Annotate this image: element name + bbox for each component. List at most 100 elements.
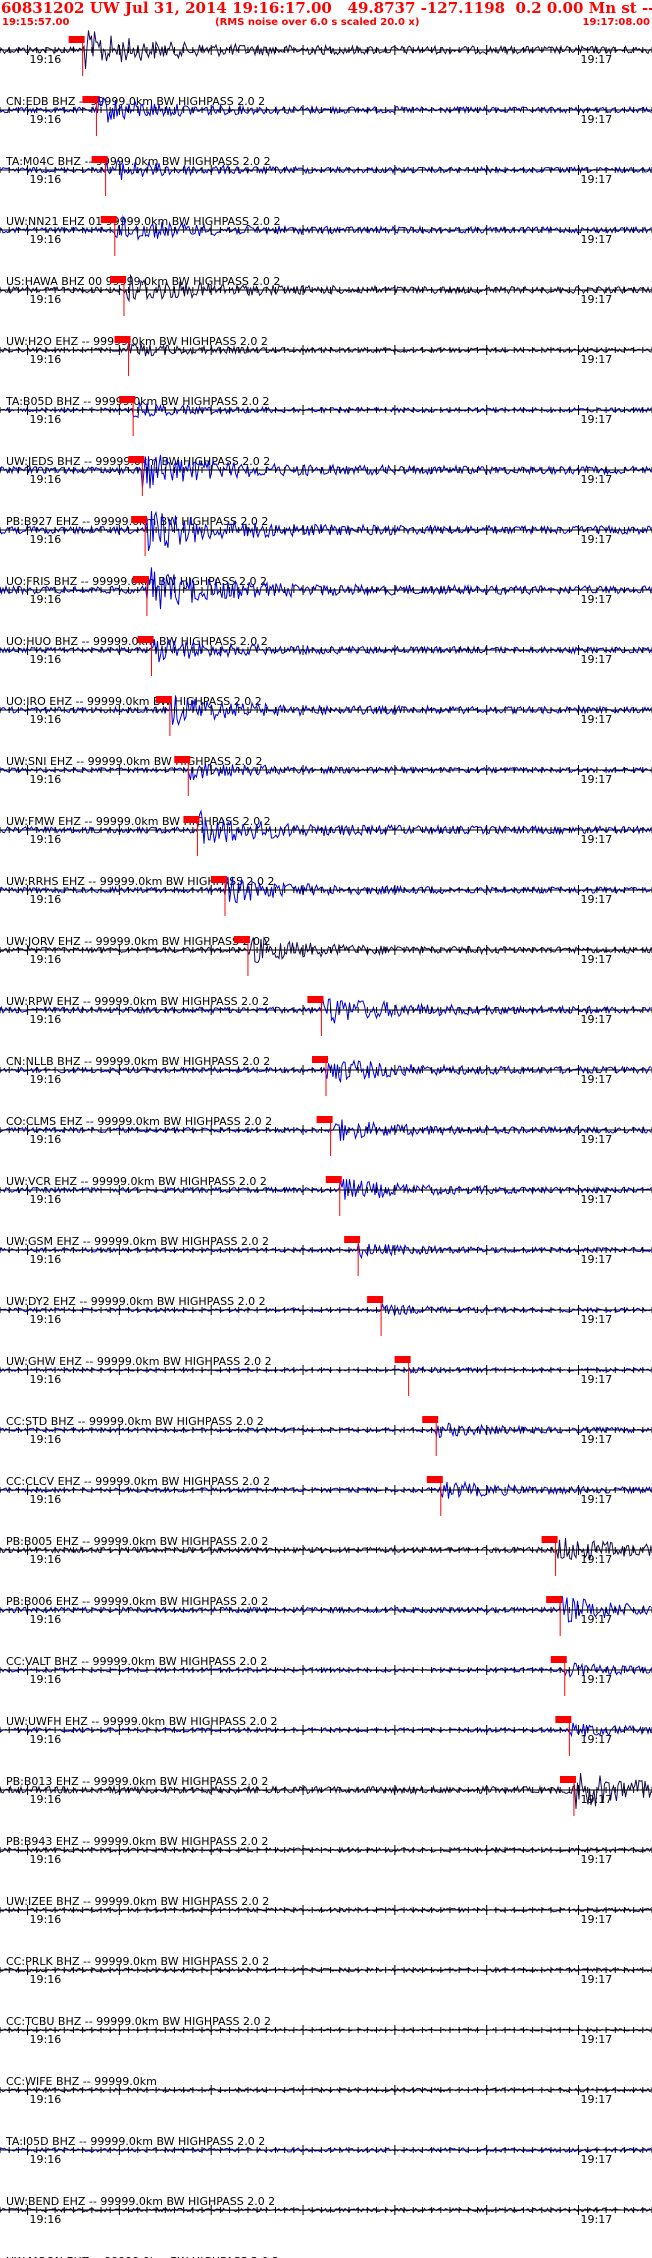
minute-label: 19:16 xyxy=(30,1013,62,1026)
waveform-trace xyxy=(0,567,652,610)
minute-label: 19:17 xyxy=(581,953,613,966)
station-label: UW:JORV EHZ -- 99999.0km BW HIGHPASS 2.0… xyxy=(6,935,270,948)
station-label: UW:NN21 EHZ 01 99999.0km BW HIGHPASS 2.0… xyxy=(6,215,281,228)
pick-marker xyxy=(82,96,99,103)
minute-label: 19:16 xyxy=(30,113,62,126)
pick-marker xyxy=(233,936,250,943)
minute-label: 19:16 xyxy=(30,1133,62,1146)
waveform-trace xyxy=(0,2146,652,2153)
waveform-trace xyxy=(0,809,652,844)
minute-label: 19:17 xyxy=(581,653,613,666)
station-label: UW:GHW EHZ -- 99999.0km BW HIGHPASS 2.0 … xyxy=(6,1355,272,1368)
minute-label: 19:17 xyxy=(581,533,613,546)
waveform-trace xyxy=(0,1722,652,1738)
pick-marker xyxy=(91,156,108,163)
minute-label: 19:16 xyxy=(30,53,62,66)
station-label: CC:PRLK BHZ -- 99999.0km BW HIGHPASS 2.0… xyxy=(6,1955,269,1968)
station-label: CC:STD BHZ -- 99999.0km BW HIGHPASS 2.0 … xyxy=(6,1415,264,1428)
minute-label: 19:17 xyxy=(581,1133,613,1146)
station-label: UW:VCR EHZ -- 99999.0km BW HIGHPASS 2.0 … xyxy=(6,1175,267,1188)
minute-label: 19:17 xyxy=(581,1613,613,1626)
station-label: UW:RPW EHZ -- 99999.0km BW HIGHPASS 2.0 … xyxy=(6,995,269,1008)
station-label: UW:GSM EHZ -- 99999.0km BW HIGHPASS 2.0 … xyxy=(6,1235,269,1248)
minute-label: 19:17 xyxy=(581,1373,613,1386)
minute-label: 19:17 xyxy=(581,773,613,786)
minute-label: 19:16 xyxy=(30,653,62,666)
pick-marker xyxy=(546,1596,563,1603)
minute-label: 19:16 xyxy=(30,1733,62,1746)
waveform-trace xyxy=(0,30,652,70)
pick-marker xyxy=(68,36,85,43)
waveform-trace xyxy=(0,159,652,180)
pick-marker xyxy=(109,276,126,283)
pick-marker xyxy=(100,216,117,223)
minute-label: 19:17 xyxy=(581,1253,613,1266)
waveform-trace xyxy=(0,936,652,963)
station-label: PB:B005 EHZ -- 99999.0km BW HIGHPASS 2.0… xyxy=(6,1535,268,1548)
pick-marker xyxy=(155,696,172,703)
station-label: PB:B943 EHZ -- 99999.0km BW HIGHPASS 2.0… xyxy=(6,1835,268,1848)
minute-label: 19:16 xyxy=(30,1853,62,1866)
minute-label: 19:16 xyxy=(30,1433,62,1446)
minute-label: 19:16 xyxy=(30,1193,62,1206)
station-label: UO:IRO EHZ -- 99999.0km BW HIGHPASS 2.0 … xyxy=(6,695,262,708)
minute-label: 19:17 xyxy=(581,833,613,846)
pick-marker xyxy=(325,1176,342,1183)
pick-marker xyxy=(559,1776,576,1783)
minute-label: 19:17 xyxy=(581,1793,613,1806)
event-title: 60831202 UW Jul 31, 2014 19:16:17.00 49.… xyxy=(1,0,652,17)
station-label: CC:CLCV EHZ -- 99999.0km BW HIGHPASS 2.0… xyxy=(6,1475,270,1488)
minute-label: 19:17 xyxy=(581,1553,613,1566)
station-label: CC:WIFE BHZ -- 99999.0km xyxy=(6,2075,157,2088)
minute-label: 19:16 xyxy=(30,833,62,846)
pick-marker xyxy=(128,456,145,463)
pick-marker xyxy=(174,756,191,763)
minute-label: 19:16 xyxy=(30,2153,62,2166)
pick-marker xyxy=(307,996,324,1003)
waveform-trace xyxy=(0,1119,652,1141)
minute-label: 19:16 xyxy=(30,2093,62,2106)
pick-marker xyxy=(422,1416,439,1423)
station-label: UW:MOON EHZ -- 99999.0km BW HIGHPASS 2.0… xyxy=(6,2255,279,2258)
minute-label: 19:17 xyxy=(581,2033,613,2046)
station-label: TA:I05D BHZ -- 99999.0km BW HIGHPASS 2.0… xyxy=(5,2135,265,2148)
minute-label: 19:16 xyxy=(30,353,62,366)
minute-label: 19:16 xyxy=(30,473,62,486)
station-label: UW:BEND EHZ -- 99999.0km BW HIGHPASS 2.0… xyxy=(6,2195,275,2208)
minute-label: 19:16 xyxy=(30,1913,62,1926)
minute-label: 19:16 xyxy=(30,2213,62,2226)
station-label: TA:M04C BHZ -- 99999.0km BW HIGHPASS 2.0… xyxy=(5,155,271,168)
waveform-trace xyxy=(0,274,652,303)
station-label: UW:UWFH EHZ -- 99999.0km BW HIGHPASS 2.0… xyxy=(6,1715,278,1728)
event-header: 60831202 UW Jul 31, 2014 19:16:17.00 49.… xyxy=(0,0,652,30)
station-label: UW:FMW EHZ -- 99999.0km BW HIGHPASS 2.0 … xyxy=(6,815,271,828)
waveform-trace xyxy=(0,454,652,489)
station-label: UW:SNI EHZ -- 99999.0km BW HIGHPASS 2.0 … xyxy=(6,755,262,768)
pick-marker xyxy=(394,1356,411,1363)
minute-label: 19:17 xyxy=(581,413,613,426)
pick-marker xyxy=(550,1656,567,1663)
minute-label: 19:17 xyxy=(581,1853,613,1866)
waveform-trace xyxy=(0,1773,652,1809)
pick-marker xyxy=(137,636,154,643)
station-label: PB:B006 EHZ -- 99999.0km BW HIGHPASS 2.0… xyxy=(6,1595,268,1608)
minute-label: 19:16 xyxy=(30,293,62,306)
minute-label: 19:17 xyxy=(581,173,613,186)
pick-marker xyxy=(367,1296,384,1303)
minute-label: 19:16 xyxy=(30,773,62,786)
minute-label: 19:17 xyxy=(581,1733,613,1746)
station-label: CC:TCBU BHZ -- 99999.0km BW HIGHPASS 2.0… xyxy=(6,2015,271,2028)
pick-marker xyxy=(555,1716,572,1723)
minute-label: 19:17 xyxy=(581,1973,613,1986)
minute-label: 19:16 xyxy=(30,173,62,186)
minute-label: 19:17 xyxy=(581,2213,613,2226)
minute-label: 19:16 xyxy=(30,1373,62,1386)
minute-label: 19:16 xyxy=(30,1553,62,1566)
station-label: UO:HUO BHZ -- 99999.0km BW HIGHPASS 2.0 … xyxy=(6,635,268,648)
minute-label: 19:16 xyxy=(30,713,62,726)
station-label: PB:B013 EHZ -- 99999.0km BW HIGHPASS 2.0… xyxy=(6,1775,268,1788)
pick-marker xyxy=(312,1056,328,1063)
minute-label: 19:17 xyxy=(581,473,613,486)
minute-label: 19:16 xyxy=(30,1313,62,1326)
minute-label: 19:17 xyxy=(581,2153,613,2166)
